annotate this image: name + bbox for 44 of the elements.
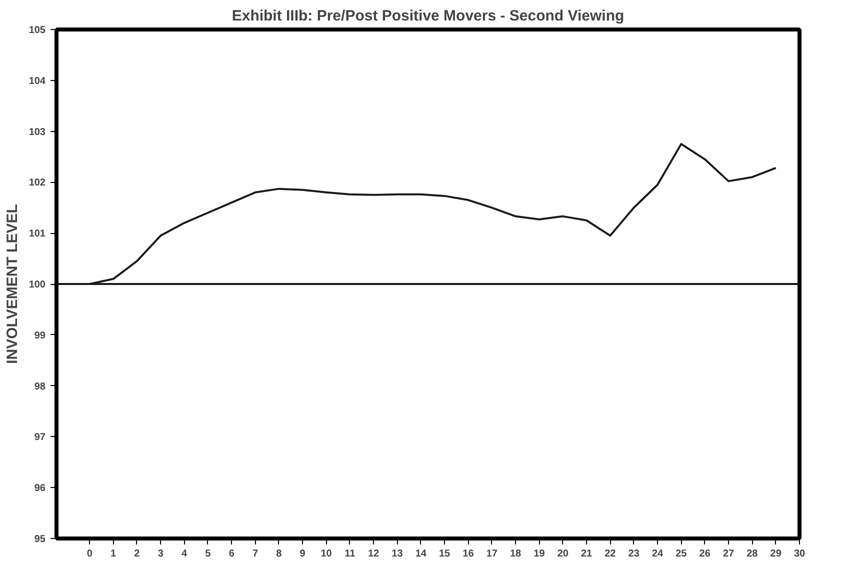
chart-title: Exhibit IIIb: Pre/Post Positive Movers - Second Viewing bbox=[232, 8, 624, 24]
y-tick-label: 104 bbox=[28, 76, 46, 87]
x-tick-label: 20 bbox=[557, 548, 569, 560]
y-tick-label: 98 bbox=[34, 381, 46, 392]
x-tick-label: 17 bbox=[486, 548, 498, 560]
x-tick-label: 25 bbox=[676, 548, 688, 560]
x-tick-label: 5 bbox=[205, 548, 212, 560]
x-tick-label: 18 bbox=[510, 548, 522, 560]
x-tick-label: 2 bbox=[134, 548, 140, 560]
y-tick-label: 103 bbox=[28, 126, 46, 138]
x-tick-label: 3 bbox=[158, 548, 164, 560]
x-tick-label: 9 bbox=[300, 548, 306, 560]
x-tick-label: 23 bbox=[628, 548, 640, 560]
x-tick-label: 10 bbox=[320, 548, 332, 560]
x-tick-label: 26 bbox=[699, 548, 711, 560]
x-tick-label: 14 bbox=[415, 548, 427, 560]
x-tick-label: 7 bbox=[252, 548, 258, 560]
x-tick-label: 0 bbox=[86, 548, 93, 560]
y-tick-label: 101 bbox=[28, 228, 46, 240]
y-tick-label: 102 bbox=[28, 178, 46, 189]
x-tick-label: 12 bbox=[368, 548, 380, 560]
y-axis-title: INVOLVEMENT LEVEL bbox=[4, 204, 21, 364]
x-tick-label: 27 bbox=[722, 548, 735, 560]
x-tick-label: 30 bbox=[794, 548, 806, 560]
x-tick-label: 29 bbox=[770, 548, 782, 560]
y-tick-label: 96 bbox=[34, 483, 46, 494]
y-tick-label: 95 bbox=[34, 534, 46, 545]
x-tick-label: 11 bbox=[344, 548, 356, 560]
x-tick-label: 19 bbox=[534, 548, 546, 560]
y-tick-label: 105 bbox=[28, 25, 46, 36]
y-tick-label: 100 bbox=[28, 280, 46, 290]
x-tick-label: 24 bbox=[652, 548, 664, 560]
x-tick-label: 15 bbox=[439, 548, 451, 560]
x-tick-label: 8 bbox=[276, 548, 282, 560]
x-tick-label: 22 bbox=[604, 548, 616, 560]
x-tick-label: 28 bbox=[746, 548, 758, 560]
x-tick-label: 21 bbox=[580, 548, 593, 560]
x-tick-label: 13 bbox=[392, 548, 404, 560]
x-tick-label: 1 bbox=[110, 548, 117, 560]
x-tick-label: 6 bbox=[228, 548, 235, 560]
y-tick-label: 99 bbox=[34, 330, 46, 342]
x-tick-label: 4 bbox=[181, 548, 188, 560]
x-tick-label: 16 bbox=[462, 548, 474, 560]
y-tick-label: 97 bbox=[34, 432, 46, 444]
